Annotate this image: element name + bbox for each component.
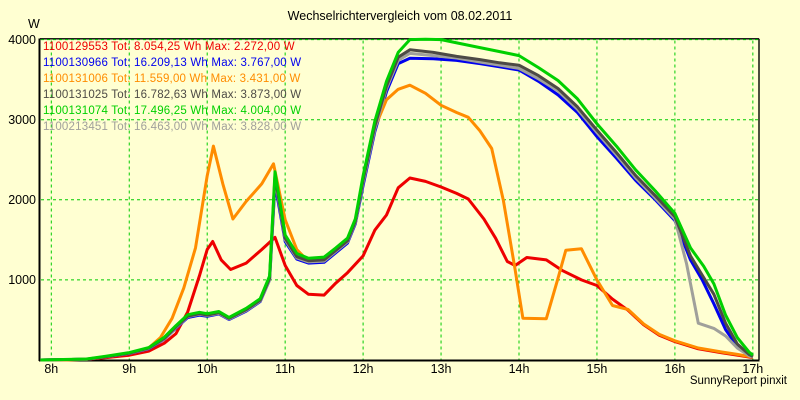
x-tick-label-9h: 9h <box>122 362 137 376</box>
legend-item-1100129553: 1100129553 Tot: 8.054,25 Wh Max: 2.272,0… <box>43 41 295 53</box>
x-tick-label-13h: 13h <box>430 362 452 376</box>
series-line-1100131074 <box>40 37 754 362</box>
x-tick-label-11h: 11h <box>275 362 296 376</box>
legend-item-1100131025: 1100131025 Tot: 16.782,63 Wh Max: 3.873,… <box>43 89 302 101</box>
x-tick-label-14h: 14h <box>508 362 530 376</box>
y-tick-label-4000: 4000 <box>8 32 36 47</box>
y-axis-unit-label: W <box>28 17 40 31</box>
x-tick-label-17h: 17h <box>742 362 764 376</box>
legend-item-1100131006: 1100131006 Tot: 11.559,00 Wh Max: 3.431,… <box>43 73 301 85</box>
y-tick-label-2000: 2000 <box>8 192 36 207</box>
legend-item-1100130966: 1100130966 Tot: 16.209,13 Wh Max: 3.767,… <box>43 57 302 69</box>
legend-item-1100131074: 1100131074 Tot: 17.496,25 Wh Max: 4.004,… <box>43 105 302 117</box>
y-tick-label-1000: 1000 <box>8 272 36 287</box>
x-tick-label-16h: 16h <box>664 362 686 376</box>
x-tick-label-12h: 12h <box>352 362 374 376</box>
x-tick-label-10h: 10h <box>196 362 218 376</box>
x-tick-label-8h: 8h <box>44 362 59 376</box>
footer-credit: SunnyReport pinxit <box>689 375 787 387</box>
chart-title: Wechselrichtervergleich vom 08.02.2011 <box>287 9 513 23</box>
legend-item-1100213451: 1100213451 Tot: 16.463,00 Wh Max: 3.828,… <box>43 121 302 133</box>
y-tick-label-3000: 3000 <box>8 112 36 127</box>
x-tick-label-15h: 15h <box>586 362 608 376</box>
series-line-1100130966 <box>40 56 754 362</box>
series-line-1100129553 <box>40 176 754 362</box>
